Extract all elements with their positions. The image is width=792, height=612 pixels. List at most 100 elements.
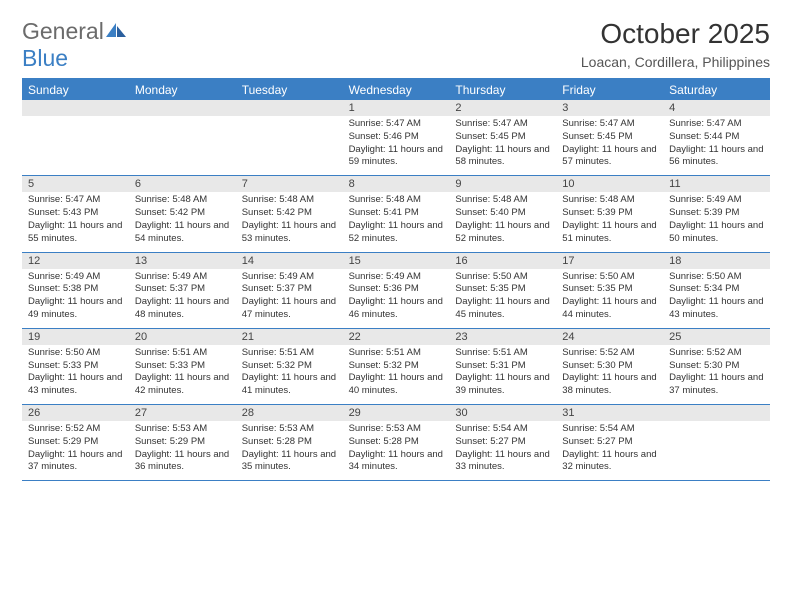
day-details xyxy=(236,116,343,174)
day-number: 25 xyxy=(663,329,770,345)
day-number: 14 xyxy=(236,253,343,269)
logo-word2: Blue xyxy=(22,45,68,71)
day-number: 22 xyxy=(343,329,450,345)
calendar-day: 2Sunrise: 5:47 AMSunset: 5:45 PMDaylight… xyxy=(449,100,556,175)
day-details: Sunrise: 5:51 AMSunset: 5:32 PMDaylight:… xyxy=(236,345,343,404)
day-details xyxy=(663,421,770,479)
calendar-day: 4Sunrise: 5:47 AMSunset: 5:44 PMDaylight… xyxy=(663,100,770,175)
day-header-cell: Tuesday xyxy=(236,80,343,100)
day-details xyxy=(129,116,236,174)
day-number: 27 xyxy=(129,405,236,421)
calendar-week: 26Sunrise: 5:52 AMSunset: 5:29 PMDayligh… xyxy=(22,405,770,481)
day-details: Sunrise: 5:49 AMSunset: 5:37 PMDaylight:… xyxy=(236,269,343,328)
day-details: Sunrise: 5:50 AMSunset: 5:35 PMDaylight:… xyxy=(449,269,556,328)
day-details: Sunrise: 5:50 AMSunset: 5:34 PMDaylight:… xyxy=(663,269,770,328)
day-number: 3 xyxy=(556,100,663,116)
day-header-cell: Friday xyxy=(556,80,663,100)
calendar-day: 1Sunrise: 5:47 AMSunset: 5:46 PMDaylight… xyxy=(343,100,450,175)
calendar-day: 18Sunrise: 5:50 AMSunset: 5:34 PMDayligh… xyxy=(663,253,770,328)
day-details: Sunrise: 5:47 AMSunset: 5:43 PMDaylight:… xyxy=(22,192,129,251)
day-details: Sunrise: 5:54 AMSunset: 5:27 PMDaylight:… xyxy=(449,421,556,480)
calendar-empty-cell xyxy=(129,100,236,175)
day-details: Sunrise: 5:52 AMSunset: 5:29 PMDaylight:… xyxy=(22,421,129,480)
day-number: 11 xyxy=(663,176,770,192)
day-details: Sunrise: 5:51 AMSunset: 5:31 PMDaylight:… xyxy=(449,345,556,404)
calendar-body: 1Sunrise: 5:47 AMSunset: 5:46 PMDaylight… xyxy=(22,100,770,481)
calendar-week: 1Sunrise: 5:47 AMSunset: 5:46 PMDaylight… xyxy=(22,100,770,176)
day-details: Sunrise: 5:50 AMSunset: 5:33 PMDaylight:… xyxy=(22,345,129,404)
calendar-day: 3Sunrise: 5:47 AMSunset: 5:45 PMDaylight… xyxy=(556,100,663,175)
calendar-day: 8Sunrise: 5:48 AMSunset: 5:41 PMDaylight… xyxy=(343,176,450,251)
day-number: 31 xyxy=(556,405,663,421)
day-number: 13 xyxy=(129,253,236,269)
header: General Blue October 2025 Loacan, Cordil… xyxy=(22,18,770,72)
calendar-day: 23Sunrise: 5:51 AMSunset: 5:31 PMDayligh… xyxy=(449,329,556,404)
calendar-day: 26Sunrise: 5:52 AMSunset: 5:29 PMDayligh… xyxy=(22,405,129,480)
calendar-day: 22Sunrise: 5:51 AMSunset: 5:32 PMDayligh… xyxy=(343,329,450,404)
day-details: Sunrise: 5:52 AMSunset: 5:30 PMDaylight:… xyxy=(556,345,663,404)
calendar-empty-cell xyxy=(236,100,343,175)
calendar-day: 21Sunrise: 5:51 AMSunset: 5:32 PMDayligh… xyxy=(236,329,343,404)
logo: General Blue xyxy=(22,18,128,72)
day-header-cell: Sunday xyxy=(22,80,129,100)
calendar-day: 10Sunrise: 5:48 AMSunset: 5:39 PMDayligh… xyxy=(556,176,663,251)
day-number: 2 xyxy=(449,100,556,116)
calendar-week: 5Sunrise: 5:47 AMSunset: 5:43 PMDaylight… xyxy=(22,176,770,252)
day-number: 5 xyxy=(22,176,129,192)
calendar-day: 12Sunrise: 5:49 AMSunset: 5:38 PMDayligh… xyxy=(22,253,129,328)
title-block: October 2025 Loacan, Cordillera, Philipp… xyxy=(581,18,770,70)
day-number: 30 xyxy=(449,405,556,421)
day-header-cell: Monday xyxy=(129,80,236,100)
day-number xyxy=(236,100,343,116)
calendar-day: 16Sunrise: 5:50 AMSunset: 5:35 PMDayligh… xyxy=(449,253,556,328)
calendar-day: 20Sunrise: 5:51 AMSunset: 5:33 PMDayligh… xyxy=(129,329,236,404)
day-number: 8 xyxy=(343,176,450,192)
calendar-day: 25Sunrise: 5:52 AMSunset: 5:30 PMDayligh… xyxy=(663,329,770,404)
day-number xyxy=(129,100,236,116)
day-details: Sunrise: 5:53 AMSunset: 5:28 PMDaylight:… xyxy=(236,421,343,480)
day-details: Sunrise: 5:54 AMSunset: 5:27 PMDaylight:… xyxy=(556,421,663,480)
day-header-row: SundayMondayTuesdayWednesdayThursdayFrid… xyxy=(22,80,770,100)
calendar-empty-cell xyxy=(22,100,129,175)
day-number: 6 xyxy=(129,176,236,192)
day-details: Sunrise: 5:53 AMSunset: 5:29 PMDaylight:… xyxy=(129,421,236,480)
day-number xyxy=(22,100,129,116)
day-number: 16 xyxy=(449,253,556,269)
calendar-day: 28Sunrise: 5:53 AMSunset: 5:28 PMDayligh… xyxy=(236,405,343,480)
calendar-week: 12Sunrise: 5:49 AMSunset: 5:38 PMDayligh… xyxy=(22,253,770,329)
day-header-cell: Saturday xyxy=(663,80,770,100)
day-number: 15 xyxy=(343,253,450,269)
day-details: Sunrise: 5:48 AMSunset: 5:39 PMDaylight:… xyxy=(556,192,663,251)
day-number: 23 xyxy=(449,329,556,345)
day-number: 7 xyxy=(236,176,343,192)
day-number: 26 xyxy=(22,405,129,421)
day-number: 29 xyxy=(343,405,450,421)
calendar-day: 11Sunrise: 5:49 AMSunset: 5:39 PMDayligh… xyxy=(663,176,770,251)
day-number: 20 xyxy=(129,329,236,345)
day-details: Sunrise: 5:51 AMSunset: 5:32 PMDaylight:… xyxy=(343,345,450,404)
calendar-day: 19Sunrise: 5:50 AMSunset: 5:33 PMDayligh… xyxy=(22,329,129,404)
day-number: 24 xyxy=(556,329,663,345)
day-number: 28 xyxy=(236,405,343,421)
page-subtitle: Loacan, Cordillera, Philippines xyxy=(581,54,770,70)
day-number: 9 xyxy=(449,176,556,192)
day-details: Sunrise: 5:47 AMSunset: 5:46 PMDaylight:… xyxy=(343,116,450,175)
day-details: Sunrise: 5:53 AMSunset: 5:28 PMDaylight:… xyxy=(343,421,450,480)
calendar-day: 9Sunrise: 5:48 AMSunset: 5:40 PMDaylight… xyxy=(449,176,556,251)
day-details: Sunrise: 5:49 AMSunset: 5:38 PMDaylight:… xyxy=(22,269,129,328)
calendar-day: 7Sunrise: 5:48 AMSunset: 5:42 PMDaylight… xyxy=(236,176,343,251)
day-number: 17 xyxy=(556,253,663,269)
day-number: 19 xyxy=(22,329,129,345)
day-details: Sunrise: 5:49 AMSunset: 5:36 PMDaylight:… xyxy=(343,269,450,328)
day-header-cell: Thursday xyxy=(449,80,556,100)
calendar-day: 14Sunrise: 5:49 AMSunset: 5:37 PMDayligh… xyxy=(236,253,343,328)
logo-sail-icon xyxy=(104,21,128,39)
calendar-day: 13Sunrise: 5:49 AMSunset: 5:37 PMDayligh… xyxy=(129,253,236,328)
day-details: Sunrise: 5:49 AMSunset: 5:37 PMDaylight:… xyxy=(129,269,236,328)
calendar-day: 6Sunrise: 5:48 AMSunset: 5:42 PMDaylight… xyxy=(129,176,236,251)
day-details: Sunrise: 5:47 AMSunset: 5:44 PMDaylight:… xyxy=(663,116,770,175)
day-details: Sunrise: 5:51 AMSunset: 5:33 PMDaylight:… xyxy=(129,345,236,404)
day-number: 4 xyxy=(663,100,770,116)
calendar-day: 5Sunrise: 5:47 AMSunset: 5:43 PMDaylight… xyxy=(22,176,129,251)
day-details: Sunrise: 5:48 AMSunset: 5:42 PMDaylight:… xyxy=(236,192,343,251)
